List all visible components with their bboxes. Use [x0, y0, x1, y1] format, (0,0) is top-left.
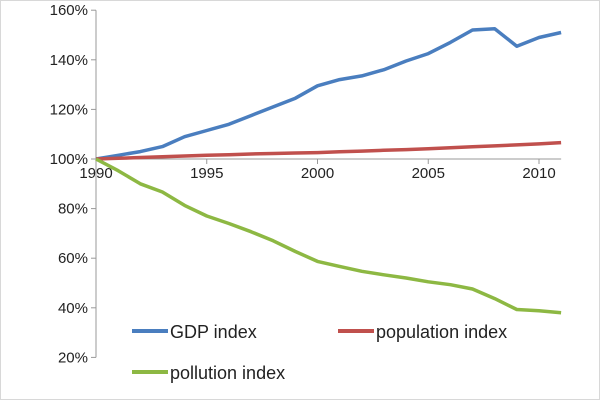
series-line-gdp [95, 27, 562, 161]
y-tick-label: 60% [58, 250, 88, 267]
y-tick-label: 120% [50, 101, 88, 118]
legend-label-pollution: pollution index [170, 363, 285, 383]
legend-label-population: population index [376, 322, 507, 342]
y-tick-label: 100% [50, 151, 88, 168]
x-tick-label: 2005 [412, 165, 445, 182]
legend: GDP index population index pollution ind… [132, 322, 507, 383]
legend-label-gdp: GDP index [170, 322, 257, 342]
x-tick-label: 2010 [522, 165, 555, 182]
y-tick-label: 160% [50, 2, 88, 19]
x-tick-label: 1990 [79, 165, 112, 182]
x-tick-label: 2000 [301, 165, 334, 182]
series-line-population [95, 140, 562, 161]
y-tick-label: 140% [50, 52, 88, 69]
series-line-pollution [95, 157, 562, 315]
y-tick-label: 20% [58, 349, 88, 366]
y-tick-label: 40% [58, 300, 88, 317]
y-tick-label: 80% [58, 201, 88, 218]
x-tick-label: 1995 [190, 165, 223, 182]
